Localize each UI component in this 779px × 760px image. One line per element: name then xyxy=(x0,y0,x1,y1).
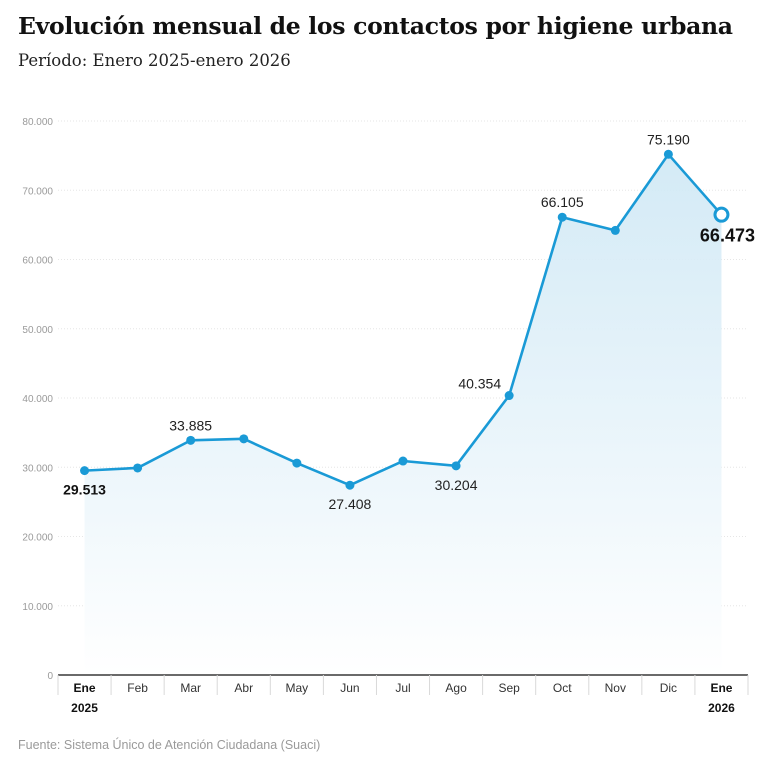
data-point xyxy=(186,435,196,445)
data-point xyxy=(292,458,302,468)
x-year-label: 2025 xyxy=(71,701,98,715)
chart-subtitle: Período: Enero 2025-enero 2026 xyxy=(18,51,291,70)
data-point xyxy=(345,480,355,490)
data-point xyxy=(398,456,408,466)
x-tick-label: Jun xyxy=(340,681,359,695)
x-tick-label: Ene xyxy=(74,681,96,695)
data-point xyxy=(557,212,567,222)
y-tick-label: 30.000 xyxy=(22,463,53,474)
data-point xyxy=(80,466,90,476)
y-tick-label: 10.000 xyxy=(22,602,53,613)
x-year-label: 2026 xyxy=(708,701,735,715)
y-tick-label: 40.000 xyxy=(22,394,53,405)
data-label: 29.513 xyxy=(63,482,106,498)
y-tick-label: 60.000 xyxy=(22,256,53,267)
data-label: 33.885 xyxy=(169,417,212,433)
x-tick-label: Sep xyxy=(498,681,520,695)
data-label: 27.408 xyxy=(329,496,372,512)
data-point xyxy=(451,461,461,471)
chart-title: Evolución mensual de los contactos por h… xyxy=(18,12,733,40)
data-point xyxy=(504,391,514,401)
x-tick-label: Mar xyxy=(180,681,201,695)
data-label: 66.105 xyxy=(541,194,584,210)
data-label: 66.473 xyxy=(700,226,755,246)
data-point xyxy=(239,434,249,444)
data-label: 75.190 xyxy=(647,131,690,147)
data-point xyxy=(610,225,620,235)
source-note: Fuente: Sistema Único de Atención Ciudad… xyxy=(18,738,321,752)
y-tick-label: 20.000 xyxy=(22,533,53,544)
y-tick-label: 80.000 xyxy=(22,117,53,128)
y-tick-label: 70.000 xyxy=(22,186,53,197)
area-fill xyxy=(84,154,722,675)
data-point xyxy=(133,463,143,473)
x-tick-label: Nov xyxy=(605,681,626,695)
y-tick-label: 50.000 xyxy=(22,325,53,336)
x-tick-label: Abr xyxy=(234,681,253,695)
x-tick-label: Dic xyxy=(660,681,677,695)
data-label: 30.204 xyxy=(435,477,478,493)
data-label: 40.354 xyxy=(458,376,501,392)
highlighted-data-point xyxy=(713,206,730,223)
x-tick-label: Oct xyxy=(553,681,572,695)
x-tick-label: Feb xyxy=(127,681,148,695)
x-tick-label: Ago xyxy=(445,681,467,695)
x-tick-label: Jul xyxy=(395,681,410,695)
y-tick-label: 0 xyxy=(47,671,53,682)
x-tick-label: Ene xyxy=(710,681,732,695)
data-point xyxy=(663,149,673,159)
x-tick-label: May xyxy=(286,681,309,695)
